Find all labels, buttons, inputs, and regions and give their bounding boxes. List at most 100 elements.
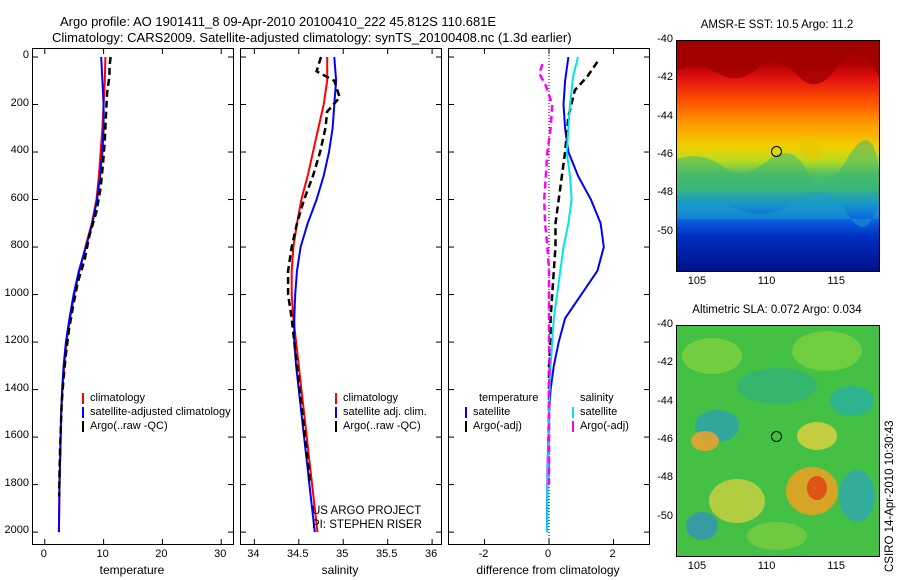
x-tick-label: 36 [424,548,438,560]
series-line-satellite-adjusted-climatology [57,56,105,533]
map-x-tick-label: 105 [687,560,707,572]
difference-xlabel: difference from climatology [476,563,620,577]
map-y-tick-label: -44 [657,394,673,407]
temperature-xlabel: temperature [99,563,165,577]
temperature-plot [33,49,233,544]
warm-region [677,41,879,85]
legend-swatch [572,421,574,432]
legend-label: Argo(-adj) [473,420,522,432]
legend-label: satellite-adjusted climatology [90,406,231,418]
x-tick-label: 34.5 [287,548,309,560]
y-tick-label: 600 [10,191,29,204]
y-tick-label: 200 [10,96,29,109]
legend-label: climatology [343,392,399,404]
legend-label: satellite adj. clim. [343,406,427,418]
cool-region [677,192,879,227]
legend-label: Argo(-adj) [580,420,629,432]
legend-item: Argo(..raw -QC) [333,419,427,433]
sla-blob [691,431,719,451]
legend-label: satellite [473,406,511,418]
map-y-tick-label: -48 [657,471,673,484]
y-tick-label: 1000 [4,286,29,299]
legend-item: climatology [333,391,427,405]
legend-swatch [82,393,84,404]
x-tick-label: 20 [155,548,168,560]
series-line-argo-raw-qc [286,56,342,485]
series-line-satellite [546,56,605,533]
y-tick-label: 1200 [4,334,29,347]
legend-label: satellite [580,406,618,418]
map-y-tick-label: -46 [657,148,673,160]
legend-swatch [82,421,84,432]
x-tick-label: 0 [40,548,47,560]
temperature-panel [32,48,234,545]
legend-item: Argo(-adj) [463,419,538,433]
sla-blob [797,422,837,450]
difference-panel [448,48,650,545]
map-y-tick-label: -46 [657,433,673,445]
x-tick-label: 30 [214,548,227,560]
eddy [797,136,822,161]
map-x-tick-label: 115 [827,560,845,572]
series-line-climatology [57,56,107,533]
legend-swatch [465,421,467,432]
sla-blob [682,338,742,374]
legend-swatch [465,407,467,418]
legend-label: Argo(..raw -QC) [343,420,421,432]
sla-blob [792,331,862,371]
legend-swatch [335,407,337,418]
map-y-tick-label: -40 [657,318,673,330]
salinity-panel [240,48,442,545]
x-tick-label: 2 [609,548,616,560]
series-line-argo-raw-qc [57,56,112,497]
salinity-xlabel: salinity [321,563,359,577]
sla-blob [807,476,827,500]
legend-item: Argo(..raw -QC) [80,419,231,433]
series-line-climatology [290,57,329,533]
y-tick-label: 0 [22,49,29,61]
sla-blob [747,522,807,550]
sla-blob [839,470,875,522]
credit-label: CSIRO 14-Apr-2010 10:30:43 [884,420,896,572]
y-tick-label: 1600 [4,429,29,442]
map-y-tick-label: -40 [657,33,673,45]
map-y-tick-label: -48 [657,186,673,199]
x-tick-label: 34 [247,548,260,560]
y-tick-label: 1400 [4,381,29,394]
y-tick-label: 2000 [4,524,29,537]
series-line-satellite [546,56,579,533]
salinity-legend: climatology satellite adj. clim. Argo(..… [333,391,427,433]
map-x-tick-label: 110 [757,275,776,287]
map-x-tick-label: 110 [757,560,776,572]
y-tick-label: 400 [10,144,29,157]
difference-legend-salinity: salinity satellite Argo(-adj) [570,391,629,433]
x-tick-label: 35 [336,548,349,560]
sst-map [676,40,880,272]
legend-label: Argo(..raw -QC) [90,420,168,432]
sla-blob [737,368,817,404]
map-x-tick-label: 105 [687,275,707,287]
sla-blob [709,479,765,523]
legend-item: Argo(-adj) [570,419,629,433]
map-y-tick-label: -50 [657,224,673,237]
map-x-tick-label: 115 [827,275,845,287]
legend-header: temperature [479,392,539,404]
map-y-tick-label: -42 [657,356,673,369]
legend-label: climatology [90,392,146,404]
legend-swatch [572,407,574,418]
sst-argo-location-marker [771,146,783,158]
sla-heatmap [677,326,879,556]
legend-swatch [335,393,337,404]
project-pi: PI: STEPHEN RISER [312,519,422,531]
difference-legend-temperature: temperature satellite Argo(-adj) [463,391,538,433]
sla-argo-location-marker [771,431,783,443]
sla-blob [830,386,874,416]
sla-map-title: Altimetric SLA: 0.072 Argo: 0.034 [692,304,862,316]
legend-header: salinity [580,392,614,404]
sst-heatmap [677,41,879,271]
x-tick-label: 35.5 [375,548,398,560]
series-line-argo-adj [537,63,554,485]
x-tick-label: 0 [544,548,552,560]
project-note: US ARGO PROJECT PI: STEPHEN RISER [312,504,422,532]
legend-swatch [82,407,84,418]
